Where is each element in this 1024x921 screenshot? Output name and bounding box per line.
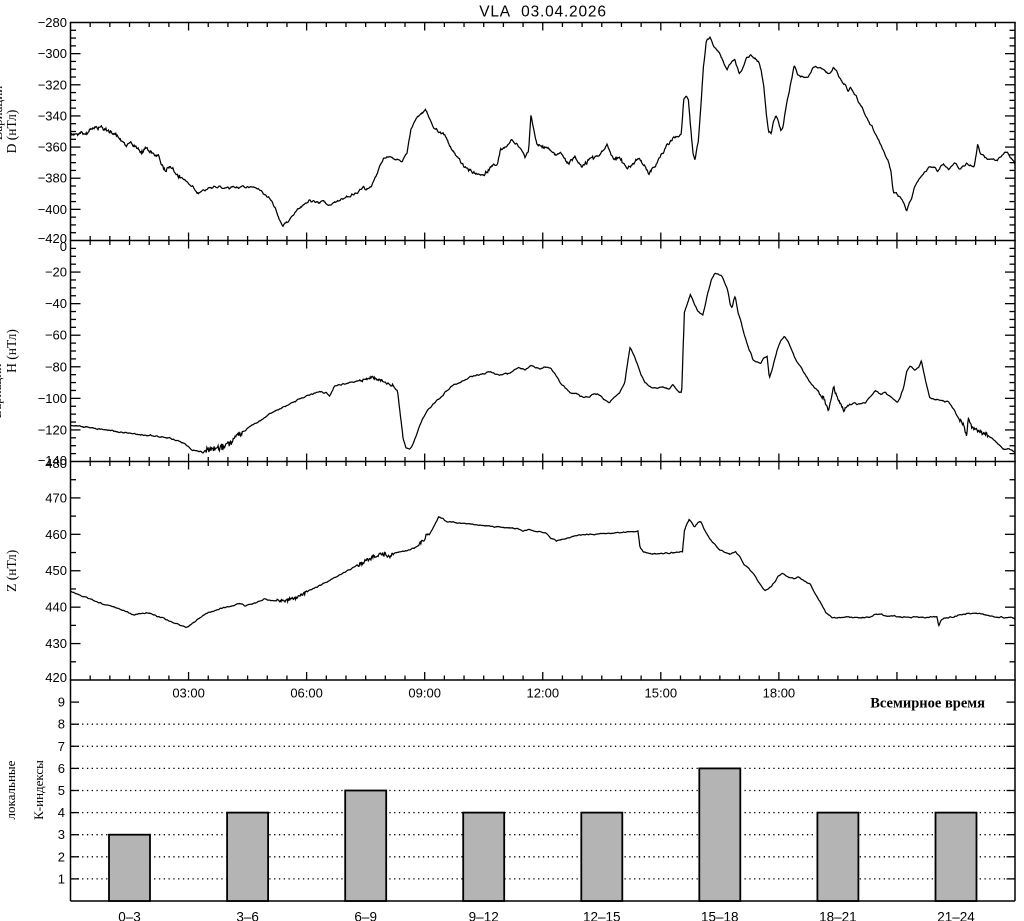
svg-text:−300: −300	[38, 46, 67, 61]
svg-text:470: 470	[45, 490, 67, 505]
svg-text:6: 6	[58, 761, 65, 776]
svg-text:3–6: 3–6	[236, 910, 259, 921]
svg-text:−140: −140	[38, 453, 67, 468]
svg-text:480: 480	[45, 456, 67, 471]
svg-text:12:00: 12:00	[527, 686, 560, 701]
svg-text:5: 5	[58, 783, 65, 798]
svg-text:−420: −420	[38, 231, 67, 246]
svg-text:06:00: 06:00	[290, 686, 323, 701]
svg-text:15–18: 15–18	[701, 910, 739, 921]
svg-text:2: 2	[58, 849, 65, 864]
svg-text:440: 440	[45, 600, 67, 615]
svg-text:Всемирное время: Всемирное время	[870, 696, 985, 712]
svg-text:Вариации: Вариации	[0, 86, 5, 141]
svg-text:−340: −340	[38, 108, 67, 123]
svg-text:15:00: 15:00	[645, 686, 678, 701]
svg-text:Z (нТл): Z (нТл)	[4, 550, 19, 592]
svg-text:8: 8	[58, 717, 65, 732]
svg-text:H (нТл): H (нТл)	[4, 329, 19, 373]
svg-text:18:00: 18:00	[763, 686, 796, 701]
svg-text:−40: −40	[45, 296, 67, 311]
svg-text:локальные: локальные	[3, 760, 18, 819]
svg-text:03:00: 03:00	[172, 686, 205, 701]
svg-text:−320: −320	[38, 77, 67, 92]
svg-text:09:00: 09:00	[408, 686, 441, 701]
svg-text:−280: −280	[38, 15, 67, 30]
svg-text:18–21: 18–21	[819, 910, 857, 921]
svg-text:7: 7	[58, 739, 65, 754]
svg-text:9: 9	[58, 695, 65, 710]
svg-text:6–9: 6–9	[354, 910, 377, 921]
svg-text:−380: −380	[38, 171, 67, 186]
svg-text:3: 3	[58, 827, 65, 842]
svg-text:430: 430	[45, 636, 67, 651]
svg-text:1: 1	[58, 871, 65, 886]
svg-text:0: 0	[60, 239, 67, 254]
svg-text:−400: −400	[38, 202, 67, 217]
svg-text:21–24: 21–24	[937, 910, 975, 921]
svg-text:D (нТл): D (нТл)	[4, 110, 19, 154]
svg-text:−360: −360	[38, 140, 67, 155]
svg-text:−20: −20	[45, 265, 67, 280]
svg-text:Вариации: Вариации	[0, 364, 4, 419]
svg-text:460: 460	[45, 527, 67, 542]
svg-text:VLA 03.04.2026: VLA 03.04.2026	[479, 4, 607, 21]
svg-text:−120: −120	[38, 422, 67, 437]
svg-text:12–15: 12–15	[583, 910, 621, 921]
svg-text:9–12: 9–12	[469, 910, 499, 921]
svg-text:4: 4	[58, 805, 65, 820]
svg-text:−100: −100	[38, 391, 67, 406]
svg-text:420: 420	[45, 670, 67, 685]
svg-text:К-индексы: К-индексы	[31, 760, 46, 820]
svg-text:450: 450	[45, 563, 67, 578]
svg-text:0–3: 0–3	[118, 910, 141, 921]
svg-text:−60: −60	[45, 328, 67, 343]
svg-text:−80: −80	[45, 359, 67, 374]
